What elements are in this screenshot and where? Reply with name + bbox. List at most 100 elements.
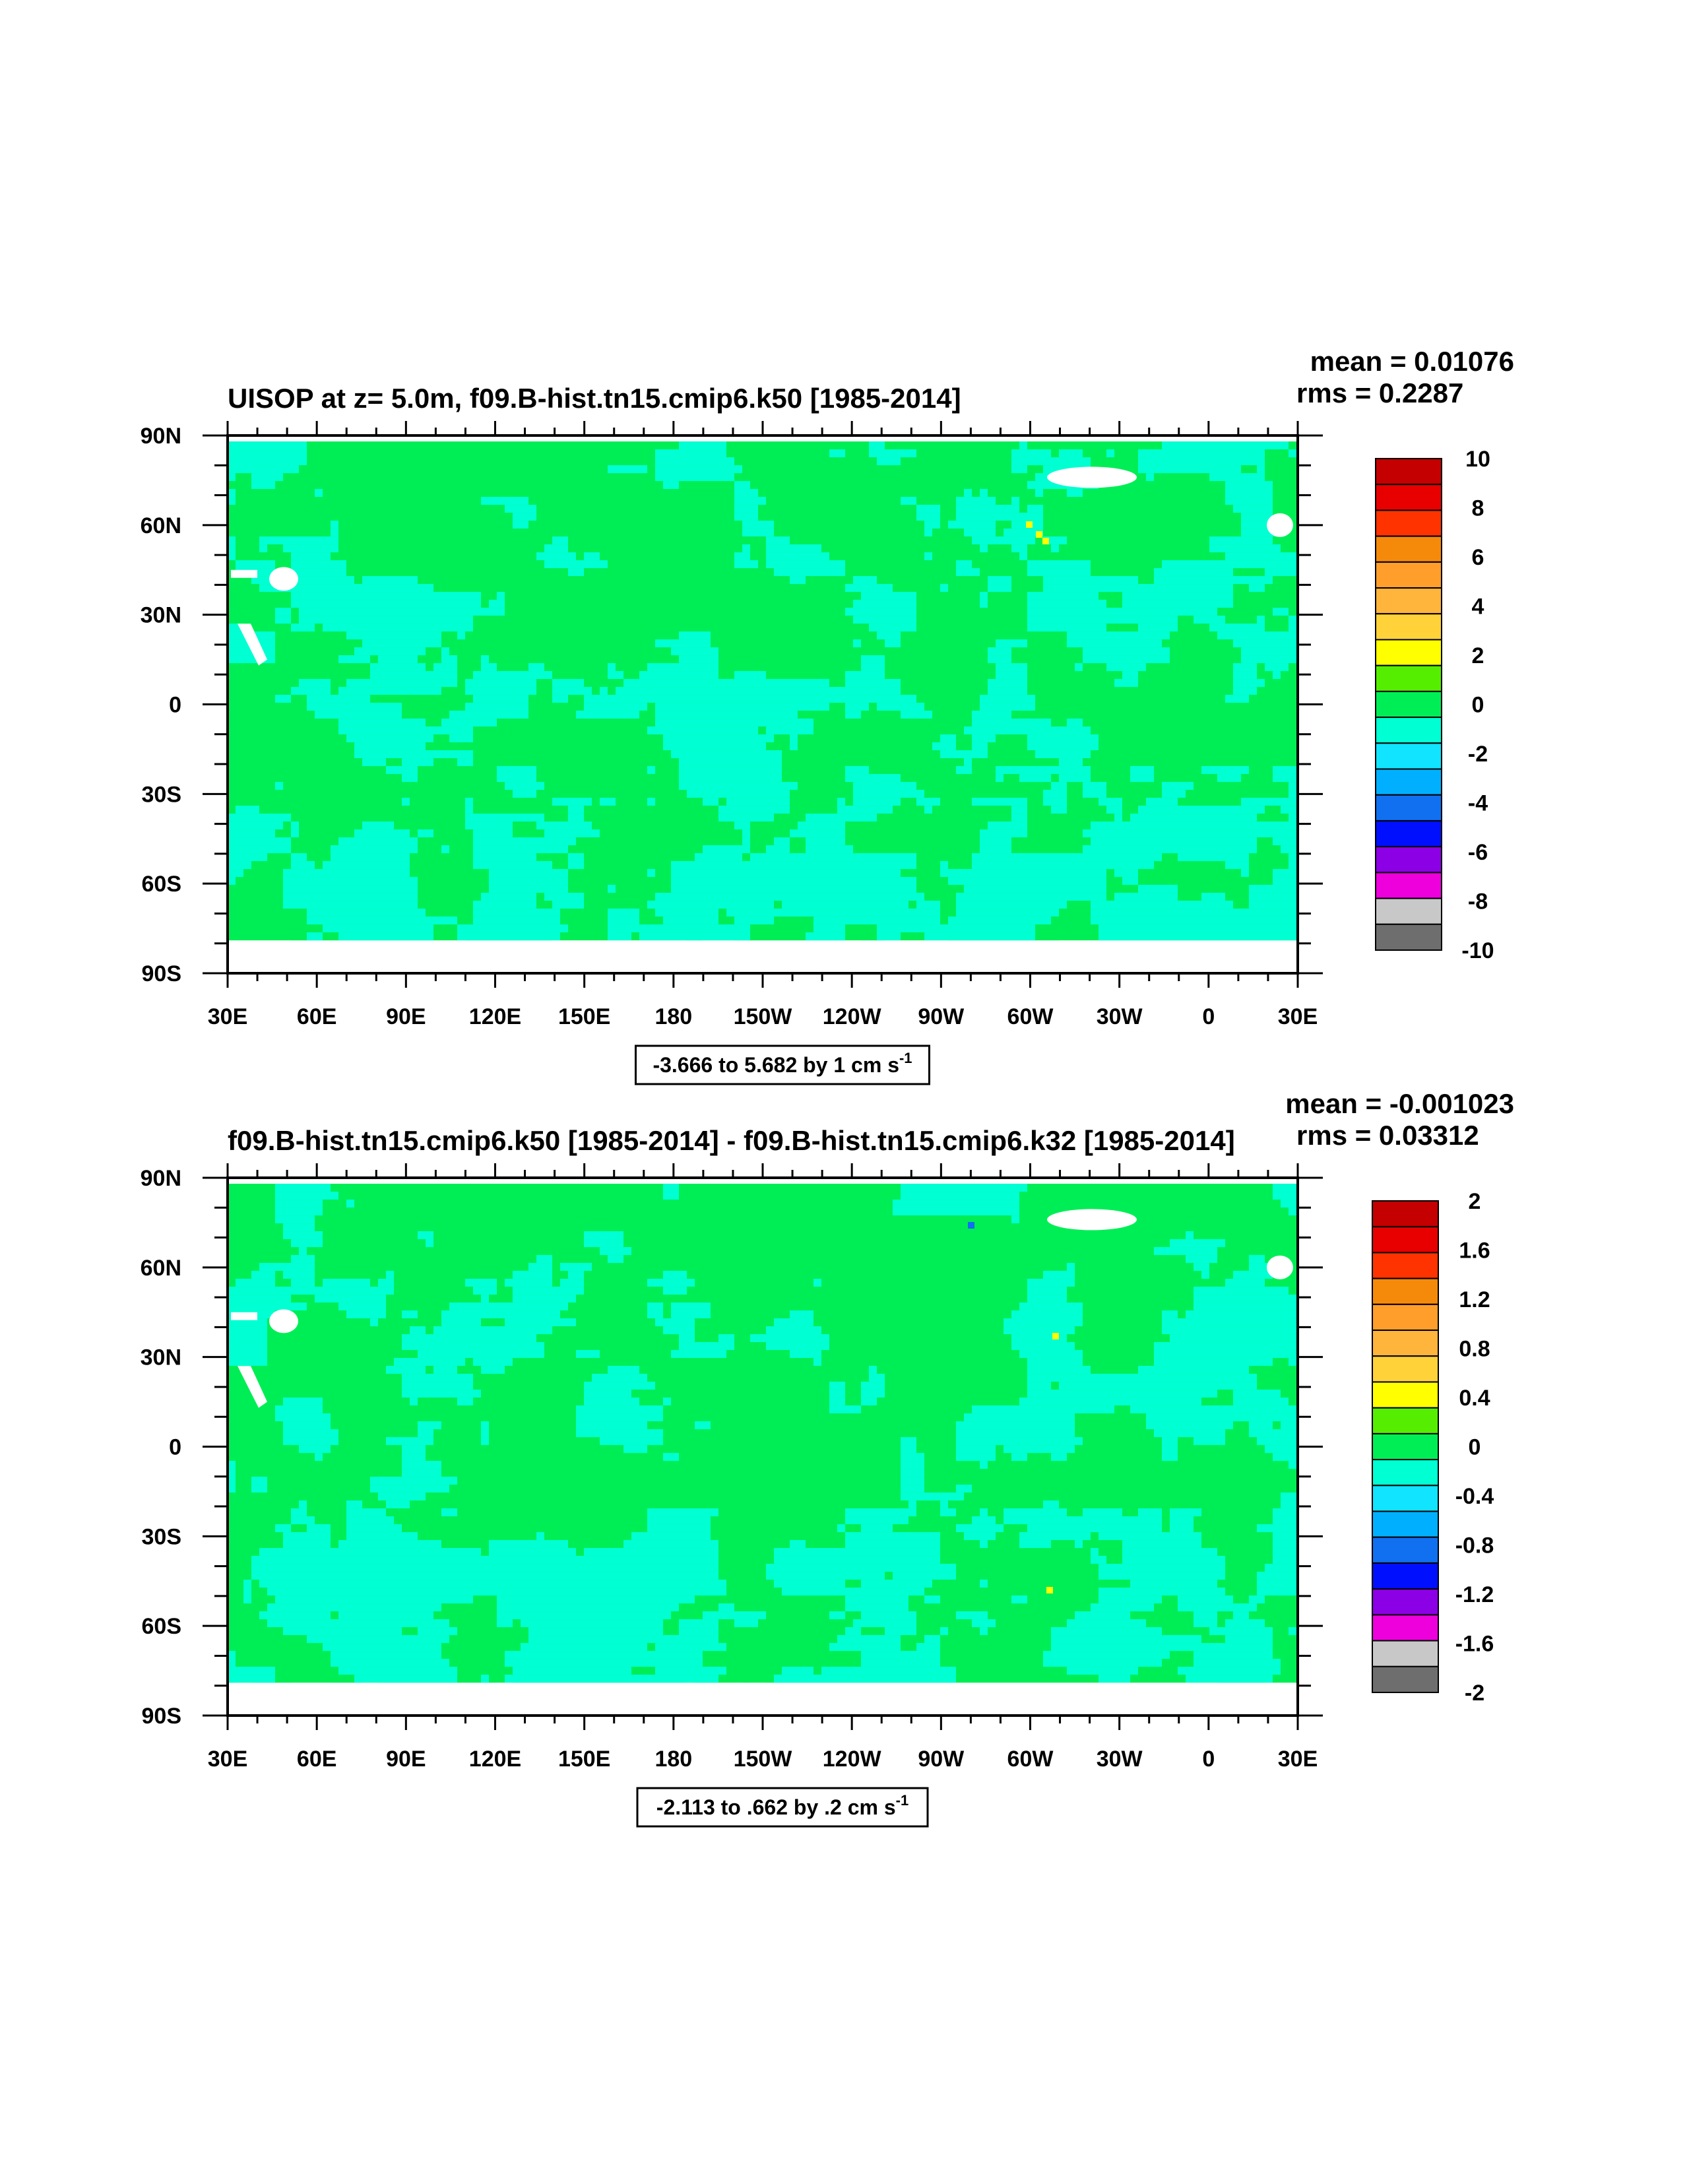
field-cell (1217, 536, 1225, 545)
field-cell (505, 861, 513, 870)
field-cell (608, 711, 616, 719)
field-cell (1249, 560, 1257, 569)
field-cell (821, 568, 829, 577)
field-cell (473, 703, 481, 711)
field-cell (1122, 901, 1130, 909)
field-cell (1281, 885, 1289, 893)
field-cell (893, 457, 901, 466)
field-cell (837, 837, 845, 846)
field-cell (1281, 639, 1289, 648)
field-cell (1225, 489, 1233, 498)
field-cell (536, 1287, 544, 1295)
field-cell (275, 1192, 283, 1200)
field-cell (1004, 924, 1011, 933)
field-cell (402, 616, 410, 624)
field-cell (774, 909, 782, 917)
field-cell (299, 901, 307, 909)
field-cell (228, 1342, 236, 1351)
field-cell (378, 845, 386, 854)
field-cell (1106, 1390, 1114, 1398)
field-cell (687, 1302, 695, 1311)
field-cell (1186, 1350, 1194, 1359)
field-cell (774, 687, 782, 695)
field-cell (718, 845, 726, 854)
field-cell (1138, 647, 1146, 656)
field-cell (758, 497, 766, 505)
field-cell (813, 687, 821, 695)
field-cell (1194, 600, 1201, 608)
field-cell (1273, 1326, 1281, 1335)
field-cell (1194, 1239, 1201, 1248)
field-cell (885, 600, 893, 608)
field-cell (877, 782, 885, 790)
field-cell (1114, 1397, 1122, 1406)
field-cell (1035, 560, 1043, 569)
field-cell (806, 932, 813, 941)
field-cell (1004, 655, 1011, 664)
field-cell (1122, 1390, 1130, 1398)
field-cell (576, 853, 584, 862)
field-cell (687, 719, 695, 727)
field-cell (386, 821, 394, 830)
field-cell (1075, 719, 1083, 727)
field-cell (370, 845, 378, 854)
field-cell (259, 1318, 267, 1327)
field-cell (1209, 1334, 1217, 1343)
field-cell (1209, 568, 1217, 577)
field-cell (829, 837, 837, 846)
field-cell (782, 711, 790, 719)
field-cell (1011, 719, 1019, 727)
field-cell (964, 924, 972, 933)
field-cell (616, 932, 623, 941)
field-cell (402, 774, 410, 783)
field-cell (1233, 441, 1241, 450)
field-cell (481, 932, 489, 941)
field-cell (299, 1207, 307, 1216)
field-cell (1130, 1390, 1138, 1398)
field-cell (1122, 584, 1130, 593)
field-cell (1186, 829, 1194, 838)
field-cell (457, 1350, 465, 1359)
field-cell (1257, 505, 1265, 513)
field-cell (1217, 1374, 1225, 1382)
field-cell (1209, 924, 1217, 933)
field-cell (410, 600, 418, 608)
field-cell (1225, 1413, 1233, 1422)
field-cell (1186, 1405, 1194, 1414)
field-cell (1233, 695, 1241, 703)
field-cell (695, 877, 703, 885)
field-cell (758, 679, 766, 688)
field-cell (1265, 1405, 1273, 1414)
field-cell (695, 916, 703, 925)
field-cell (750, 521, 758, 529)
field-cell (386, 932, 394, 941)
field-cell (323, 893, 331, 901)
field-cell (813, 560, 821, 569)
field-cell (410, 576, 418, 585)
field-cell (742, 711, 750, 719)
field-cell (331, 924, 338, 933)
field-cell (1289, 568, 1296, 577)
field-cell (528, 1350, 536, 1359)
field-cell (489, 861, 497, 870)
field-cell (766, 916, 774, 925)
field-cell (1011, 861, 1019, 870)
field-cell (1067, 584, 1075, 593)
field-cell (331, 877, 338, 885)
field-cell (758, 521, 766, 529)
field-cell (1162, 624, 1170, 632)
field-cell (584, 1405, 592, 1414)
field-cell (1209, 576, 1217, 585)
field-cell (908, 1184, 916, 1192)
field-cell (687, 782, 695, 790)
field-cell (695, 1350, 703, 1359)
field-cell (663, 726, 671, 735)
field-cell (370, 916, 378, 925)
field-cell (1265, 1326, 1273, 1335)
field-cell (307, 893, 315, 901)
field-cell (837, 821, 845, 830)
field-cell (505, 703, 513, 711)
field-cell (1249, 449, 1257, 458)
colorbar-swatch (1375, 819, 1442, 848)
field-cell (299, 1421, 307, 1430)
